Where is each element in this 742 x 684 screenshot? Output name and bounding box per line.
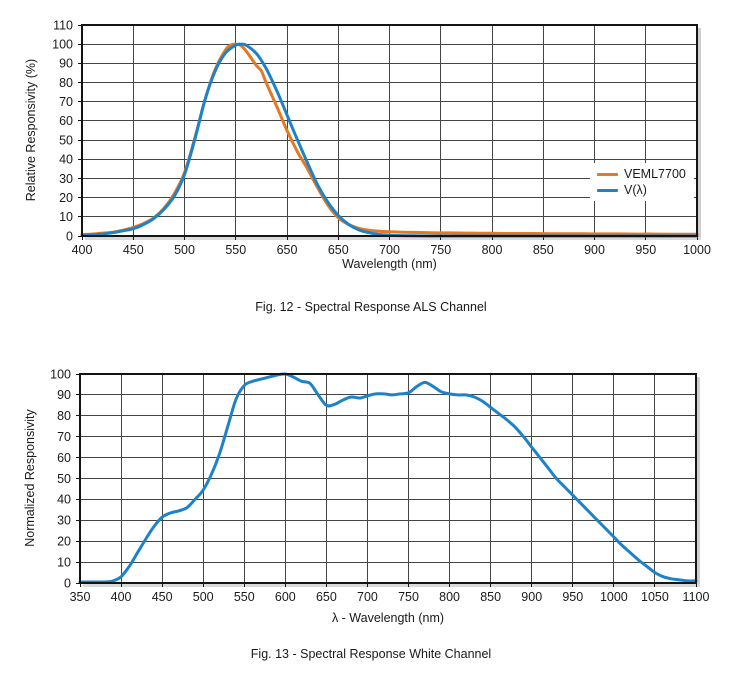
plot-frame [79, 373, 697, 584]
y-tick-label: 0 [66, 229, 73, 243]
x-tick-label: 450 [152, 590, 173, 604]
y-tick-label: 60 [57, 451, 71, 465]
x-tick-label: 800 [482, 243, 503, 257]
x-tick-label: 950 [635, 243, 656, 257]
grid [80, 374, 696, 583]
frame-shadow-bottom [85, 237, 701, 240]
legend-row-veml7700: VEML7700 [597, 166, 686, 182]
x-tick-label: 850 [480, 590, 501, 604]
y-tick-label: 20 [59, 191, 73, 205]
als-spectral-response-chart: 0 10 20 30 40 50 60 70 80 90 100 110 400 450 500 550 650… [52, 18, 711, 257]
x-tick-label: 900 [521, 590, 542, 604]
y-tick-label: 40 [57, 493, 71, 507]
y-tick-label: 100 [50, 367, 71, 381]
x-tick-label: 1000 [683, 243, 711, 257]
x-tick-label: 550 [234, 590, 255, 604]
veml7700-line-swatch [597, 172, 618, 176]
curve-series-0 [78, 372, 698, 584]
x-tick-label: 1100 [683, 590, 710, 604]
y-tick-label: 110 [53, 18, 73, 32]
y-tick-label: 30 [59, 172, 73, 186]
als-legend: VEML7700 V(λ) [590, 163, 694, 201]
frame-shadow-right [697, 377, 700, 587]
v-lambda-line-swatch [597, 188, 618, 192]
y-tick-label: 30 [57, 514, 71, 528]
white-x-axis-title: λ - Wavelength (nm) [331, 611, 445, 625]
x-tick-label: 750 [398, 590, 419, 604]
y-tick-label: 80 [57, 409, 71, 423]
y-tick-label: 70 [59, 95, 73, 109]
x-tick-label: 650 [277, 243, 298, 257]
y-tick-label: 70 [57, 430, 71, 444]
x-tick-label: 400 [111, 590, 132, 604]
legend-label-v-lambda: V(λ) [624, 183, 647, 197]
plot-frame [81, 24, 698, 237]
x-tick-label: 700 [379, 243, 400, 257]
x-tick-label: 950 [562, 590, 583, 604]
y-tick-label: 60 [59, 114, 73, 128]
y-tick-label: 0 [64, 576, 71, 590]
x-tick-label: 400 [72, 243, 93, 257]
x-tick-label: 750 [430, 243, 451, 257]
als-x-axis-title: Wavelength (nm) [342, 257, 437, 271]
fig13-caption: Fig. 13 - Spectral Response White Channe… [250, 647, 492, 661]
white-spectral-response-chart: 0 10 20 30 40 50 60 70 80 90 100 350 400 450 500 550 600… [50, 367, 710, 604]
frame-shadow-bottom [83, 584, 700, 587]
y-tick-label: 10 [59, 210, 73, 224]
x-tick-label: 500 [193, 590, 214, 604]
y-tick-label: 20 [57, 535, 71, 549]
y-tick-label: 100 [52, 37, 73, 51]
y-tick-label: 90 [59, 57, 73, 71]
x-tick-label: 1000 [600, 590, 628, 604]
x-tick-label: 650 [316, 590, 337, 604]
y-tick-label: 50 [57, 472, 71, 486]
x-tick-label: 550 [225, 243, 246, 257]
legend-label-veml7700: VEML7700 [624, 167, 686, 181]
x-tick-label: 900 [584, 243, 605, 257]
y-tick-label: 40 [59, 153, 73, 167]
x-tick-label: 700 [357, 590, 378, 604]
x-tick-label: 800 [439, 590, 460, 604]
legend-row-v-lambda: V(λ) [597, 182, 686, 198]
x-tick-label: 850 [533, 243, 554, 257]
y-tick-label: 50 [59, 133, 73, 147]
frame-shadow-right [698, 28, 701, 240]
x-tick-label: 650 [328, 243, 349, 257]
x-tick-label: 450 [123, 243, 144, 257]
white-y-axis-title: Normalized Responsivity [23, 409, 37, 547]
fig12-caption: Fig. 12 - Spectral Response ALS Channel [255, 300, 487, 314]
x-tick-label: 350 [70, 590, 91, 604]
x-tick-label: 500 [174, 243, 195, 257]
x-tick-label: 600 [275, 590, 296, 604]
als-y-axis-title: Relative Responsivity (%) [24, 58, 38, 202]
y-tick-label: 90 [57, 388, 71, 402]
x-tick-label: 1050 [641, 590, 669, 604]
y-tick-label: 10 [57, 555, 71, 569]
y-tick-label: 80 [59, 76, 73, 90]
